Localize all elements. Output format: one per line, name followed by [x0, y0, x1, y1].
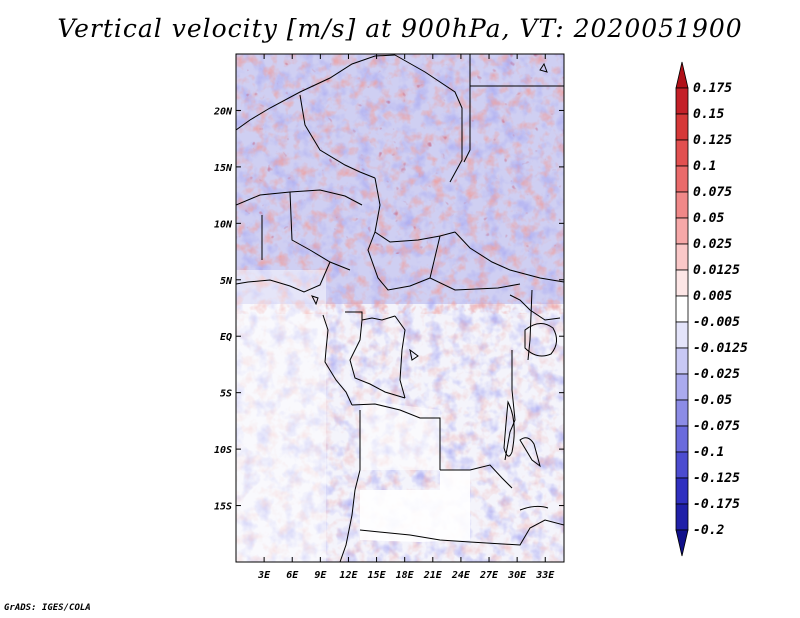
lon-tick-label: 24E — [451, 570, 471, 581]
colorbar-label: -0.0125 — [693, 341, 748, 356]
lat-tick-label: 15N — [214, 163, 233, 174]
borders — [236, 54, 564, 562]
colorbar-label: -0.005 — [693, 315, 740, 330]
colorbar-label: 0.1 — [693, 159, 716, 174]
colorbar-label: -0.05 — [693, 393, 732, 408]
colorbar-label: 0.0125 — [693, 263, 740, 278]
colorbar-label: -0.025 — [693, 367, 740, 382]
plot-frame — [235, 53, 565, 563]
colorbar-swatch — [675, 139, 689, 167]
lon-tick-label: 9E — [314, 570, 327, 581]
colorbar-label: 0.025 — [693, 237, 732, 252]
colorbar-swatch — [675, 321, 689, 349]
lon-tick-label: 15E — [368, 570, 387, 581]
lon-tick-label: 6E — [286, 570, 299, 581]
colorbar-swatch — [675, 399, 689, 427]
colorbar-swatch — [675, 347, 689, 375]
lon-tick-label: 21E — [423, 570, 443, 581]
lon-tick-label: 12E — [339, 570, 358, 581]
longitude-axis: 3E 6E 9E 12E 15E 18E 21E 24E 27E 30E 33E — [257, 54, 555, 581]
colorbar-swatch — [675, 191, 689, 219]
colorbar-swatch — [675, 451, 689, 479]
lon-tick-label: 18E — [396, 570, 415, 581]
lat-tick-label: 5N — [220, 276, 233, 287]
colorbar-swatch — [675, 425, 689, 453]
lat-tick-label: 10S — [214, 445, 232, 456]
lat-tick-label: 15S — [214, 502, 232, 513]
colorbar-swatch — [675, 87, 689, 115]
velocity-field — [236, 54, 564, 562]
colorbar-label: 0.15 — [693, 107, 724, 122]
colorbar-swatch — [675, 477, 689, 505]
colorbar-label: 0.125 — [693, 133, 732, 148]
lon-tick-label: 30E — [507, 570, 527, 581]
colorbar-label: -0.2 — [693, 523, 724, 538]
lon-tick-label: 27E — [479, 570, 499, 581]
colorbar-swatch — [675, 529, 689, 557]
lon-tick-label: 33E — [535, 570, 555, 581]
colorbar-swatch — [675, 113, 689, 141]
colorbar-label: -0.125 — [693, 471, 740, 486]
colorbar-swatch — [675, 503, 689, 531]
colorbar-swatch — [675, 217, 689, 245]
colorbar-label: -0.1 — [693, 445, 724, 460]
credit-label: GrADS: IGES/COLA — [4, 603, 91, 613]
colorbar-swatch — [675, 373, 689, 401]
lat-tick-label: 5S — [220, 389, 232, 400]
latitude-axis: 20N 15N 10N 5N EQ 5S 10S 15S — [213, 106, 564, 513]
lat-tick-label: 10N — [214, 219, 233, 230]
colorbar-swatch — [675, 243, 689, 271]
colorbar-label: 0.175 — [693, 81, 732, 96]
colorbar-label: 0.005 — [693, 289, 732, 304]
colorbar-label: 0.075 — [693, 185, 732, 200]
colorbar-label: -0.175 — [693, 497, 740, 512]
colorbar-swatch — [675, 269, 689, 297]
lon-tick-label: 3E — [257, 570, 271, 581]
map-title: Vertical velocity [m/s] at 900hPa, VT: 2… — [57, 14, 743, 43]
colorbar: 0.175 0.15 0.125 0.1 0.075 0.05 0.025 0.0125 0.0… — [675, 61, 748, 557]
colorbar-swatch — [675, 61, 689, 89]
lat-tick-label: EQ — [220, 332, 232, 343]
colorbar-swatch — [675, 295, 689, 323]
colorbar-label: -0.075 — [693, 419, 740, 434]
lat-tick-label: 20N — [213, 106, 233, 117]
colorbar-swatch — [675, 165, 689, 193]
colorbar-label: 0.05 — [693, 211, 724, 226]
